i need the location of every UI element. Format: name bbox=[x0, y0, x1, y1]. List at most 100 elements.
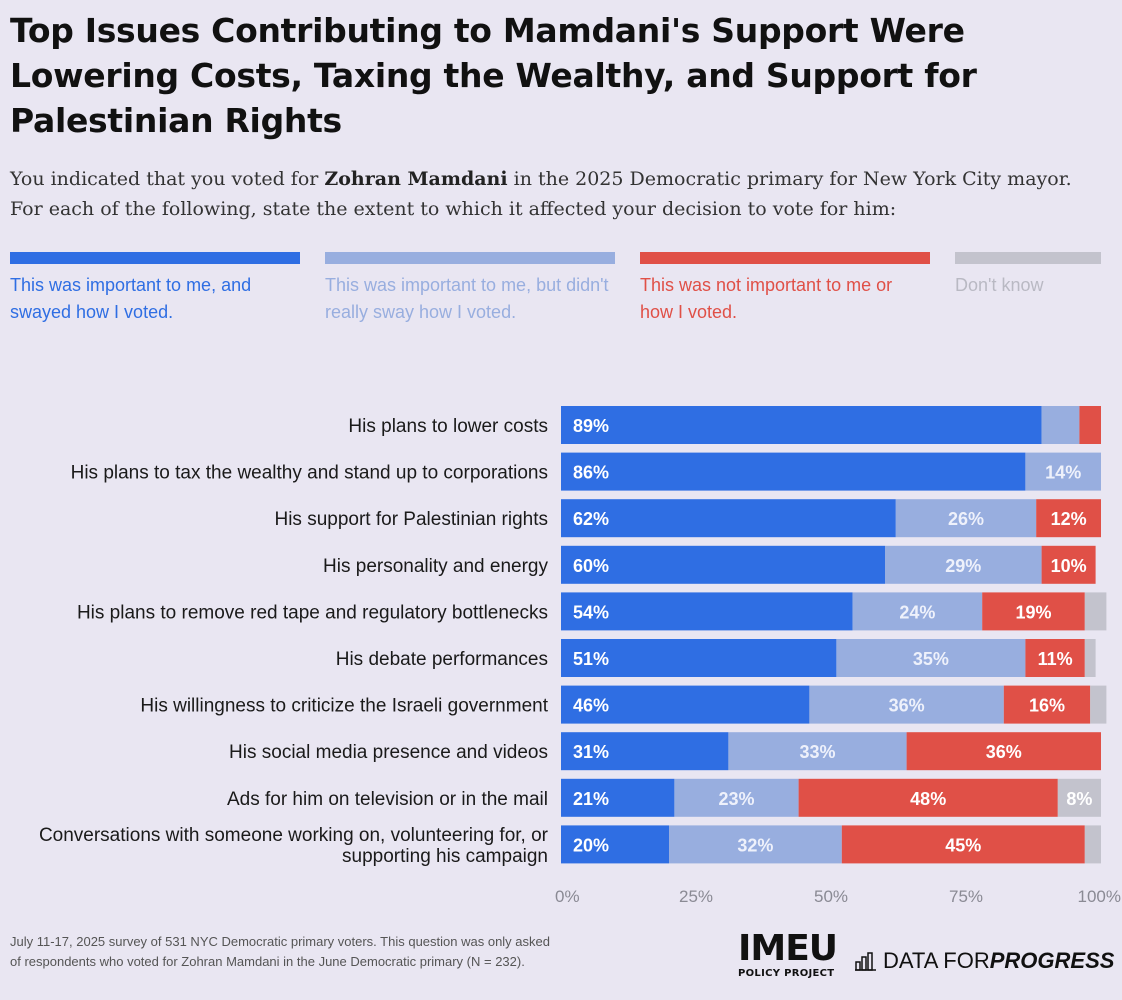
bar-segment bbox=[841, 825, 1085, 864]
bar-segment bbox=[1025, 452, 1101, 491]
bar-segment bbox=[1036, 499, 1101, 538]
imeu-logo: IMEU POLICY PROJECT bbox=[738, 928, 838, 980]
imeu-logo-text: IMEU bbox=[738, 928, 838, 969]
imeu-logo-subtext: POLICY PROJECT bbox=[738, 968, 835, 979]
legend-item-dont-know: Don't know bbox=[955, 252, 1101, 299]
category-label: Conversations with someone working on, v… bbox=[39, 825, 549, 867]
chart-title: Top Issues Contributing to Mamdani's Sup… bbox=[10, 11, 977, 140]
data-label: 46% bbox=[573, 696, 609, 716]
category-label: His personality and energy bbox=[323, 556, 548, 577]
bar-segment bbox=[1079, 406, 1101, 444]
x-tick-label: 50% bbox=[814, 887, 848, 906]
bar-segment bbox=[1090, 685, 1107, 724]
x-tick-label: 0% bbox=[555, 887, 580, 906]
data-label: 26% bbox=[948, 509, 984, 529]
data-label: 36% bbox=[986, 742, 1022, 762]
bar-segment bbox=[1003, 685, 1091, 724]
subtitle-text-start: You indicated that you voted for bbox=[10, 168, 325, 190]
bar-segment bbox=[561, 406, 1042, 444]
bar-segment bbox=[836, 639, 1026, 677]
bar-segment bbox=[1084, 592, 1107, 631]
bar-segment bbox=[1041, 406, 1080, 444]
category-label: Ads for him on television or in the mail bbox=[227, 789, 548, 810]
data-label: 16% bbox=[1029, 696, 1065, 716]
x-tick-label: 75% bbox=[949, 887, 983, 906]
data-label: 89% bbox=[573, 416, 609, 436]
bar-segment bbox=[561, 685, 810, 724]
legend-label-important-no-sway: This was important to me, but didn't rea… bbox=[325, 275, 609, 322]
dfp-logo-text-bold: PROGRESS bbox=[989, 948, 1115, 973]
bar-segment bbox=[669, 825, 842, 864]
legend-swatch-important-no-sway bbox=[325, 252, 615, 264]
footnote: July 11-17, 2025 survey of 531 NYC Democ… bbox=[10, 934, 550, 969]
data-label: 36% bbox=[889, 696, 925, 716]
data-label: 8% bbox=[1066, 789, 1092, 809]
bar-segment bbox=[674, 778, 799, 817]
bar-segment bbox=[561, 452, 1026, 491]
legend-swatch-swayed bbox=[10, 252, 300, 264]
data-label: 24% bbox=[899, 602, 935, 622]
data-label: 86% bbox=[573, 463, 609, 483]
data-label: 35% bbox=[913, 649, 949, 669]
bar-segment bbox=[809, 685, 1004, 724]
data-label: 23% bbox=[718, 789, 754, 809]
bar-segment bbox=[885, 545, 1042, 584]
bar-segment bbox=[561, 545, 885, 584]
bar-segment bbox=[1084, 825, 1101, 864]
data-label: 29% bbox=[945, 556, 981, 576]
legend-item-important-no-sway: This was important to me, but didn't rea… bbox=[325, 252, 615, 326]
bar-segment bbox=[561, 499, 896, 538]
data-label: 10% bbox=[1051, 556, 1087, 576]
bar-segment bbox=[561, 778, 675, 817]
legend-swatch-dont-know bbox=[955, 252, 1101, 264]
legend-label-dont-know: Don't know bbox=[955, 275, 1044, 295]
category-label: His plans to lower costs bbox=[348, 416, 548, 437]
data-label: 11% bbox=[1038, 649, 1073, 669]
data-label: 54% bbox=[573, 602, 609, 622]
data-label: 19% bbox=[1015, 602, 1051, 622]
subtitle-candidate-name: Zohran Mamdani bbox=[324, 168, 508, 190]
category-label: His debate performances bbox=[336, 649, 548, 670]
bar-segment bbox=[561, 825, 669, 864]
bar-segment bbox=[561, 639, 837, 677]
bar-segment bbox=[798, 778, 1058, 817]
bar-segment bbox=[852, 592, 983, 631]
category-label: His plans to tax the wealthy and stand u… bbox=[71, 463, 548, 484]
legend-swatch-not-important bbox=[640, 252, 930, 264]
bar-segment bbox=[561, 732, 729, 771]
category-label: His support for Palestinian rights bbox=[274, 509, 548, 530]
data-label: 45% bbox=[945, 835, 981, 855]
bar-segment bbox=[1057, 778, 1101, 817]
legend-item-swayed: This was important to me, and swayed how… bbox=[10, 252, 300, 326]
category-label: His social media presence and videos bbox=[229, 742, 548, 763]
bar-segment bbox=[982, 592, 1085, 631]
bar-segment bbox=[561, 592, 853, 631]
data-for-progress-logo: DATA FOR PROGRESS bbox=[855, 948, 1114, 974]
bar-segment bbox=[1041, 545, 1096, 584]
data-label: 60% bbox=[573, 556, 609, 576]
x-tick-label: 25% bbox=[679, 887, 713, 906]
data-label: 51% bbox=[573, 649, 609, 669]
legend-item-not-important: This was not important to me or how I vo… bbox=[640, 252, 930, 326]
chart-subtitle: You indicated that you voted for Zohran … bbox=[10, 164, 1110, 224]
legend-label-not-important: This was not important to me or how I vo… bbox=[640, 275, 893, 322]
category-label: His plans to remove red tape and regulat… bbox=[77, 602, 548, 623]
data-label: 21% bbox=[573, 789, 609, 809]
bar-segment bbox=[1025, 639, 1085, 677]
subtitle-text-end: in the 2025 Democratic primary for New Y… bbox=[10, 168, 1072, 220]
bar-chart-icon bbox=[855, 952, 876, 971]
dfp-logo-text: DATA FOR bbox=[883, 948, 990, 973]
x-tick-label: 100% bbox=[1078, 887, 1121, 906]
data-label: 48% bbox=[910, 789, 946, 809]
category-label: His willingness to criticize the Israeli… bbox=[140, 696, 548, 717]
data-label: 32% bbox=[737, 835, 773, 855]
legend-label-swayed: This was important to me, and swayed how… bbox=[10, 275, 252, 322]
bar-segment bbox=[906, 732, 1101, 771]
bar-segment bbox=[728, 732, 907, 771]
data-label: 33% bbox=[799, 742, 835, 762]
data-label: 14% bbox=[1045, 463, 1081, 483]
data-label: 12% bbox=[1051, 509, 1087, 529]
data-label: 62% bbox=[573, 509, 609, 529]
data-label: 31% bbox=[573, 742, 609, 762]
bar-segment bbox=[895, 499, 1037, 538]
